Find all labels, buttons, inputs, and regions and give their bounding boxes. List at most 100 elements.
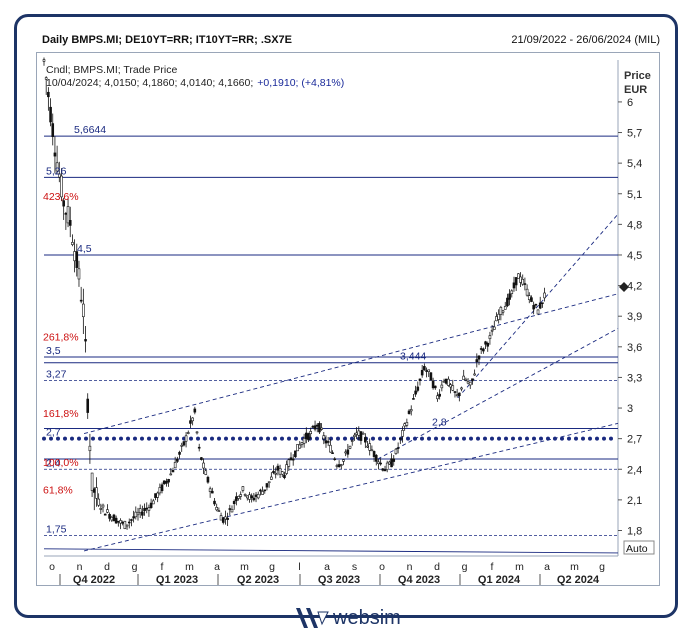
y-tick-label: 5,4 bbox=[627, 158, 642, 170]
candle-body bbox=[237, 496, 240, 499]
candle-body bbox=[165, 480, 168, 484]
candle-body bbox=[510, 290, 514, 294]
candle-body bbox=[425, 370, 428, 372]
grid-layer bbox=[44, 60, 619, 557]
y-tick-label: 3 bbox=[627, 403, 633, 415]
candle-body bbox=[197, 446, 201, 449]
candle-body bbox=[66, 206, 70, 224]
candle-body bbox=[401, 430, 404, 437]
candle-body bbox=[272, 470, 275, 474]
candle-body bbox=[82, 303, 85, 318]
candle-body bbox=[149, 502, 153, 508]
candle-body bbox=[350, 440, 354, 442]
candle-body bbox=[47, 91, 50, 98]
candle-body bbox=[243, 493, 247, 496]
candle-body bbox=[108, 514, 111, 519]
candle-body bbox=[123, 520, 127, 529]
candle-body bbox=[186, 432, 190, 434]
candle-body bbox=[202, 462, 205, 469]
chart-panel bbox=[36, 52, 660, 586]
candle-body bbox=[355, 432, 358, 435]
y-tick-label: 5,7 bbox=[627, 128, 642, 140]
month-label: s bbox=[352, 561, 357, 573]
candle-body bbox=[353, 434, 356, 437]
candle-body bbox=[55, 162, 59, 172]
candle-body bbox=[250, 495, 253, 499]
candle-body bbox=[313, 425, 317, 430]
candle-body bbox=[488, 335, 492, 340]
month-label: a bbox=[544, 561, 550, 573]
quarter-label: Q1 2024 bbox=[478, 574, 521, 586]
candle-body bbox=[460, 387, 463, 390]
candle-body bbox=[412, 398, 415, 400]
trendline bbox=[377, 328, 619, 460]
level-label: 1,75 bbox=[46, 524, 67, 536]
fib-label: 100,0% bbox=[43, 457, 79, 469]
candle-body bbox=[468, 381, 472, 386]
candle-body bbox=[110, 516, 114, 521]
month-label: f bbox=[491, 561, 494, 573]
month-label: m bbox=[185, 561, 194, 573]
candle-body bbox=[453, 391, 457, 393]
candle-body bbox=[224, 516, 227, 520]
legend-change: +0,1910; (+4,81%) bbox=[257, 77, 344, 89]
candle-body bbox=[399, 437, 402, 440]
month-label: d bbox=[434, 561, 440, 573]
y-tick-label: 2,7 bbox=[627, 434, 642, 446]
candle-body bbox=[326, 441, 330, 443]
candle-body bbox=[51, 123, 55, 137]
candle-body bbox=[101, 504, 105, 508]
candle-body bbox=[497, 313, 500, 320]
candle-body bbox=[189, 420, 192, 424]
candle-body bbox=[449, 384, 452, 388]
level-label: 3,5 bbox=[46, 345, 61, 357]
month-label: a bbox=[214, 561, 220, 573]
candle-body bbox=[259, 489, 262, 492]
candle-body bbox=[58, 173, 61, 178]
candle-body bbox=[71, 242, 74, 245]
candle-body bbox=[525, 288, 529, 296]
candle-body bbox=[171, 469, 175, 473]
candle-body bbox=[359, 431, 363, 441]
quarter-label: Q4 2023 bbox=[398, 574, 440, 586]
candle-body bbox=[73, 251, 76, 262]
candle-body bbox=[403, 423, 406, 427]
axis-title-price: Price bbox=[624, 70, 651, 82]
candle-body bbox=[147, 507, 151, 511]
fib-label: 61,8% bbox=[43, 485, 73, 497]
candle-body bbox=[368, 443, 372, 451]
candle-body bbox=[180, 444, 184, 447]
quarter-label: Q2 2023 bbox=[237, 574, 279, 586]
candle-body bbox=[337, 464, 341, 468]
candle-body bbox=[44, 77, 48, 80]
auto-scale-button[interactable] bbox=[623, 540, 655, 555]
candle-body bbox=[287, 459, 291, 467]
candle-body bbox=[248, 494, 251, 500]
candle-body bbox=[219, 515, 223, 521]
candle-body bbox=[436, 395, 439, 400]
candle-body bbox=[335, 465, 339, 467]
candle-body bbox=[162, 480, 166, 485]
candle-body bbox=[543, 292, 546, 299]
logo-text: websim bbox=[333, 607, 401, 629]
candle-body bbox=[42, 59, 46, 62]
month-label: g bbox=[462, 561, 468, 573]
candle-body bbox=[311, 426, 315, 428]
candle-body bbox=[329, 444, 332, 453]
candle-body bbox=[226, 517, 229, 520]
labels-layer: 5,6644 5,26 4,5 3,5 3,444 3,27 2,8 2,7 2,4 1,75 42… bbox=[43, 124, 447, 535]
candle-body bbox=[521, 278, 525, 285]
auto-scale-label[interactable]: Auto bbox=[626, 543, 648, 555]
candle-body bbox=[501, 310, 505, 313]
candle-body bbox=[68, 220, 72, 226]
levels-layer bbox=[42, 135, 620, 536]
candle-body bbox=[239, 494, 243, 497]
candle-body bbox=[291, 458, 295, 461]
legend-line-2: 10/04/2024; 4,0150; 4,1860; 4,0140; 4,16… bbox=[46, 77, 344, 89]
candle-body bbox=[97, 498, 100, 506]
legend-values: 10/04/2024; 4,0150; 4,1860; 4,0140; 4,16… bbox=[46, 77, 253, 89]
candle-body bbox=[431, 380, 435, 389]
candle-body bbox=[208, 488, 212, 492]
candle-body bbox=[377, 461, 380, 464]
